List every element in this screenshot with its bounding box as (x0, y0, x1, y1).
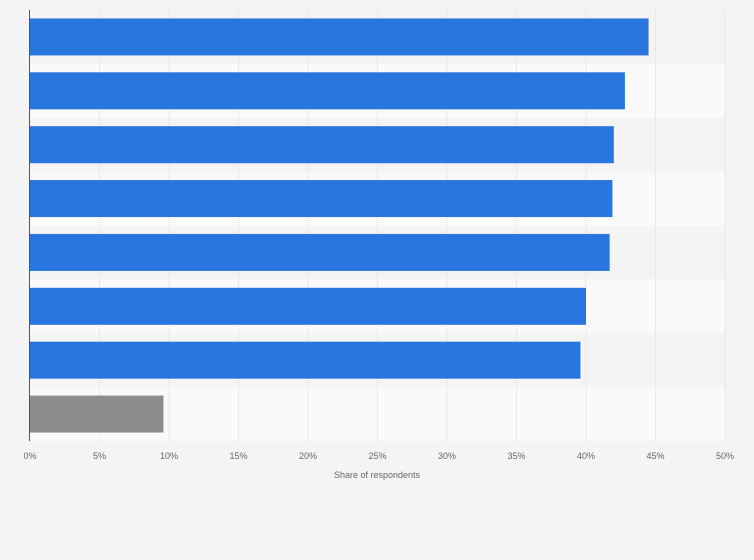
bar (30, 72, 625, 110)
x-tick-labels: 0% 5% 10% 15% 20% 25% 30% 35% 40% 45% 50% (23, 451, 734, 461)
x-tick-label: 0% (23, 451, 36, 461)
x-tick-label: 20% (299, 451, 317, 461)
x-tick-label: 15% (229, 451, 247, 461)
x-tick-label: 50% (716, 451, 734, 461)
x-tick-label: 30% (438, 451, 456, 461)
bar (30, 287, 586, 325)
x-tick-label: 5% (93, 451, 106, 461)
x-tick-label: 25% (368, 451, 386, 461)
bar (30, 180, 613, 218)
bar (30, 341, 581, 379)
bar (30, 126, 614, 164)
x-tick-label: 10% (160, 451, 178, 461)
x-tick-label: 35% (507, 451, 525, 461)
x-tick-label: 40% (577, 451, 595, 461)
x-tick-label: 45% (646, 451, 664, 461)
bar (30, 233, 610, 271)
bars (30, 18, 649, 433)
x-axis-title: Share of respondents (334, 470, 421, 480)
bar (30, 18, 649, 56)
bar (30, 395, 164, 433)
